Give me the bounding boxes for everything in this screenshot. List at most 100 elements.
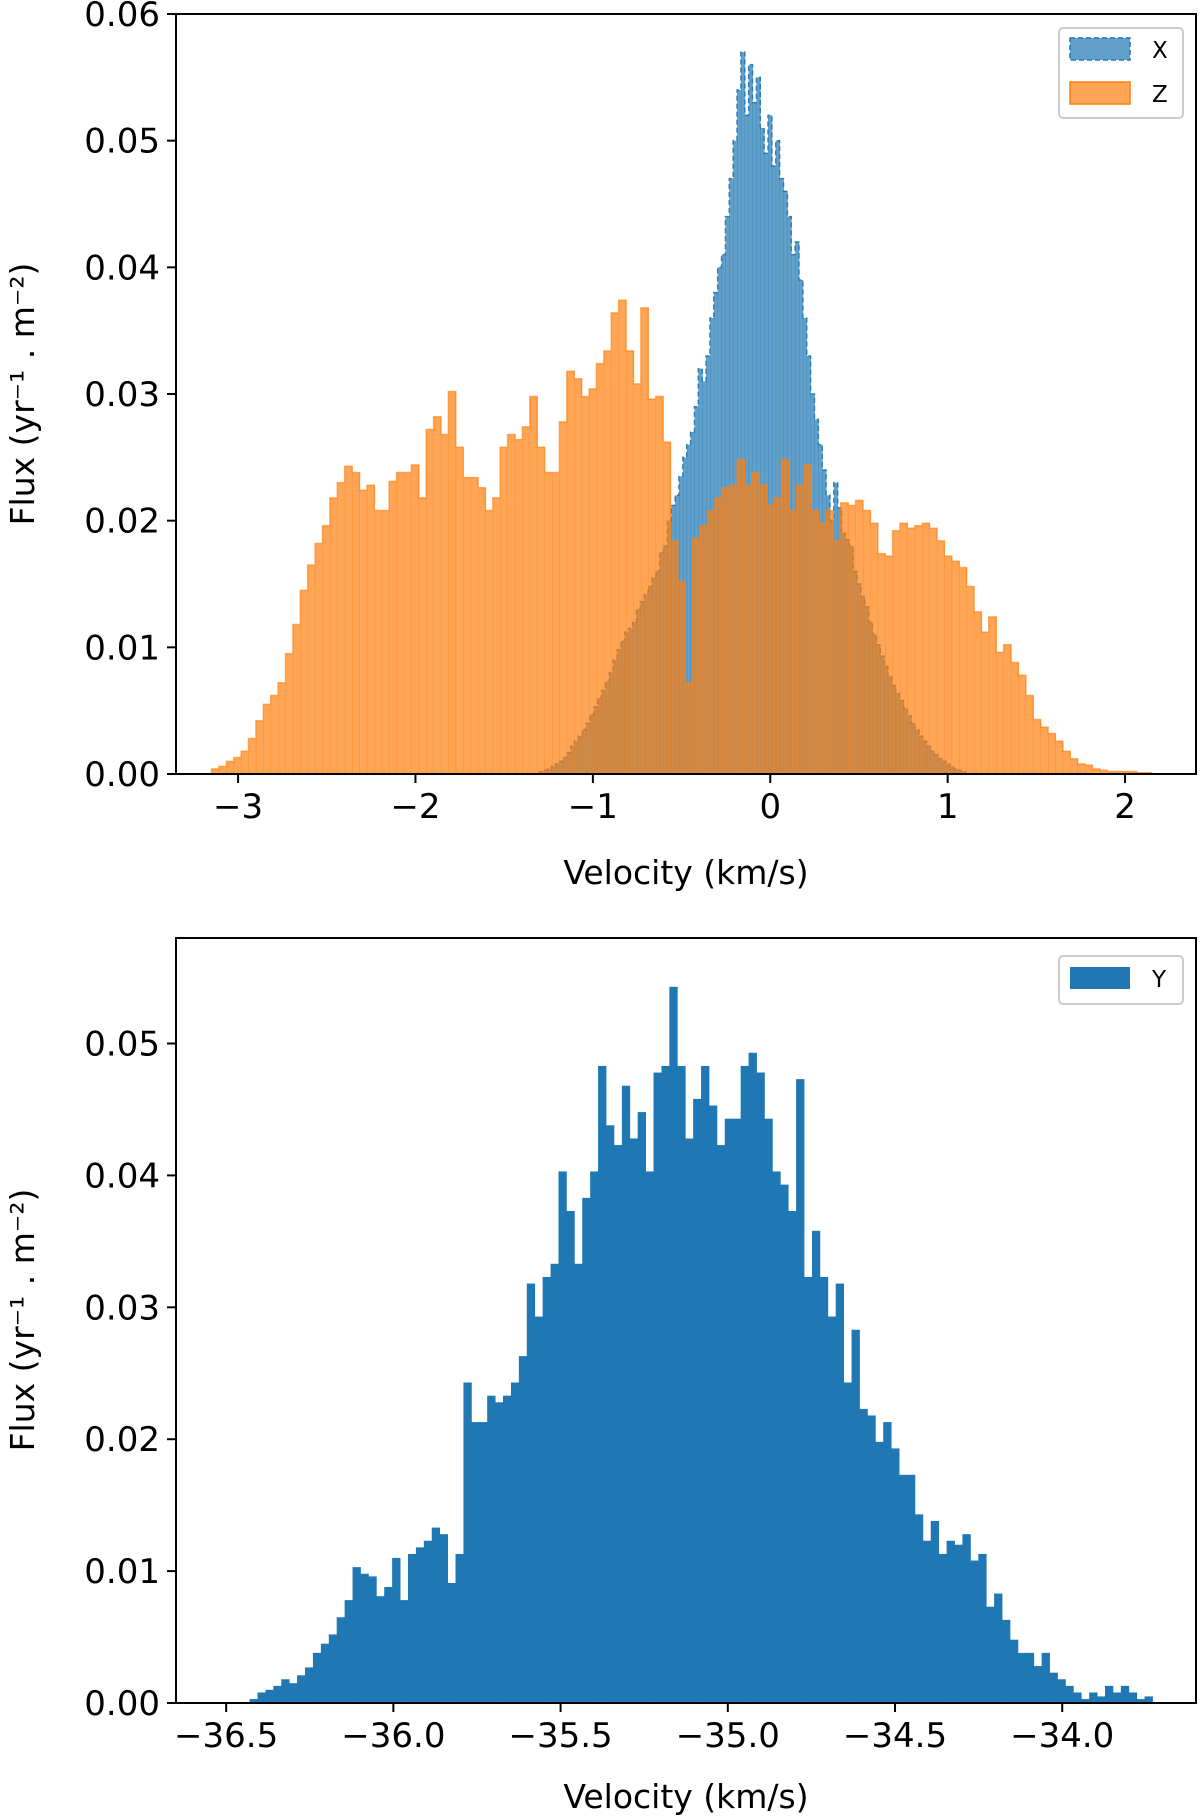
legend-swatch-y xyxy=(1070,967,1130,989)
hist-bar-y xyxy=(1144,1696,1153,1703)
hist-bar-z xyxy=(381,510,390,774)
hist-bar-y xyxy=(487,1395,496,1703)
hist-bar-z xyxy=(285,653,294,774)
hist-bar-z xyxy=(1085,765,1093,774)
top-x-axis-ticks: −3 −2 −1 0 1 2 xyxy=(213,774,1136,827)
hist-bar-y xyxy=(400,1600,409,1703)
hist-bar-y xyxy=(431,1527,441,1703)
hist-bar-z xyxy=(611,312,620,774)
hist-bar-z xyxy=(463,477,471,774)
hist-bar-z xyxy=(218,766,227,774)
hist-bar-z xyxy=(322,525,331,774)
hist-bar-x xyxy=(737,90,742,774)
hist-bar-y xyxy=(360,1573,369,1703)
hist-bar-z xyxy=(396,472,405,774)
hist-bar-z xyxy=(559,421,568,774)
hist-bar-y xyxy=(344,1600,353,1703)
hist-bar-z xyxy=(707,510,716,774)
hist-bar-y xyxy=(1089,1692,1098,1703)
hist-bar-y xyxy=(352,1567,361,1703)
hist-bar-z xyxy=(803,464,812,774)
hist-bar-z xyxy=(374,510,383,774)
hist-bar-y xyxy=(265,1689,274,1703)
hist-bar-z xyxy=(1062,751,1071,774)
bottom-y-axis-label: Flux (yr⁻¹ . m⁻²) xyxy=(3,1189,42,1452)
hist-bar-z xyxy=(774,497,782,774)
hist-bar-y xyxy=(621,1085,631,1703)
y-tick-label: 0.00 xyxy=(84,1684,160,1724)
legend-label-z: Z xyxy=(1152,82,1168,108)
hist-bar-z xyxy=(1070,758,1079,774)
y-tick-label: 0.01 xyxy=(84,628,160,668)
hist-bar-y xyxy=(1025,1652,1035,1703)
hist-bar-y xyxy=(479,1422,488,1703)
hist-bar-z xyxy=(566,371,575,774)
hist-bar-y xyxy=(819,1276,829,1703)
hist-bar-y xyxy=(503,1395,512,1703)
hist-bar-y xyxy=(574,1263,583,1703)
hist-bar-y xyxy=(550,1263,559,1703)
hist-bar-y xyxy=(740,1065,749,1703)
hist-bar-z xyxy=(433,416,442,774)
hist-bar-z xyxy=(685,682,694,774)
hist-bar-z xyxy=(514,439,523,774)
hist-bar-y xyxy=(1081,1699,1090,1703)
top-y-axis-label: Flux (yr⁻¹ . m⁻²) xyxy=(3,263,42,526)
hist-bar-y xyxy=(407,1553,417,1703)
hist-bar-y xyxy=(368,1576,377,1703)
hist-bar-y xyxy=(1128,1692,1138,1703)
hist-bar-z xyxy=(1010,662,1019,774)
hist-bar-z xyxy=(500,447,508,774)
top-x-axis-label: Velocity (km/s) xyxy=(563,853,808,892)
hist-bar-y xyxy=(415,1547,425,1703)
hist-bar-z xyxy=(477,487,486,774)
hist-bar-y xyxy=(336,1617,346,1703)
hist-bar-z xyxy=(329,497,338,774)
hist-bar-y xyxy=(1017,1652,1027,1703)
hist-bar-y xyxy=(1041,1652,1050,1703)
hist-bar-y xyxy=(938,1553,947,1703)
hist-bar-y xyxy=(1049,1672,1058,1703)
hist-bar-y xyxy=(566,1211,575,1703)
hist-bar-y xyxy=(613,1145,623,1703)
hist-bar-y xyxy=(922,1540,932,1703)
hist-bar-z xyxy=(226,761,235,774)
hist-bar-z xyxy=(729,485,738,774)
hist-bar-z xyxy=(426,429,434,774)
hist-bar-y xyxy=(1065,1685,1074,1703)
hist-bar-y xyxy=(637,1112,647,1703)
hist-bar-z xyxy=(492,497,501,774)
hist-bar-y xyxy=(954,1544,963,1703)
hist-bar-z xyxy=(1107,771,1116,774)
hist-bar-z xyxy=(811,510,819,774)
hist-bar-y xyxy=(804,1276,813,1703)
hist-bar-z xyxy=(1077,763,1086,774)
y-tick-label: 0.06 xyxy=(84,0,160,35)
hist-bar-z xyxy=(344,466,353,774)
hist-bar-y xyxy=(249,1699,258,1703)
hist-bar-z xyxy=(403,472,412,774)
hist-bar-y xyxy=(1057,1679,1066,1703)
hist-bar-y xyxy=(685,1138,694,1703)
hist-bar-y xyxy=(994,1593,1003,1703)
top-legend: X Z xyxy=(1058,27,1184,119)
hist-bar-z xyxy=(848,505,856,774)
hist-bar-z xyxy=(677,581,686,774)
hist-bar-y xyxy=(891,1448,900,1703)
hist-bar-z xyxy=(944,556,953,774)
hist-bar-z xyxy=(1129,771,1138,774)
hist-bar-z xyxy=(544,472,553,774)
hist-bar-z xyxy=(855,500,864,774)
hist-bar-z xyxy=(692,538,701,774)
x-tick-label: −34.0 xyxy=(1010,1716,1114,1756)
hist-bar-z xyxy=(640,307,649,774)
hist-bar-y xyxy=(883,1422,892,1703)
hist-bar-z xyxy=(418,497,427,774)
bottom-histogram-panel: −36.5 −36.0 −35.5 −35.0 −34.5 −34.0 0.000.010… xyxy=(3,937,1197,1816)
series-y-bars xyxy=(249,986,1153,1703)
hist-bar-y xyxy=(447,1582,456,1703)
y-tick-label: 0.02 xyxy=(84,502,160,542)
hist-bar-z xyxy=(670,540,679,774)
hist-bar-z xyxy=(1025,695,1034,774)
hist-bar-z xyxy=(1055,741,1064,774)
